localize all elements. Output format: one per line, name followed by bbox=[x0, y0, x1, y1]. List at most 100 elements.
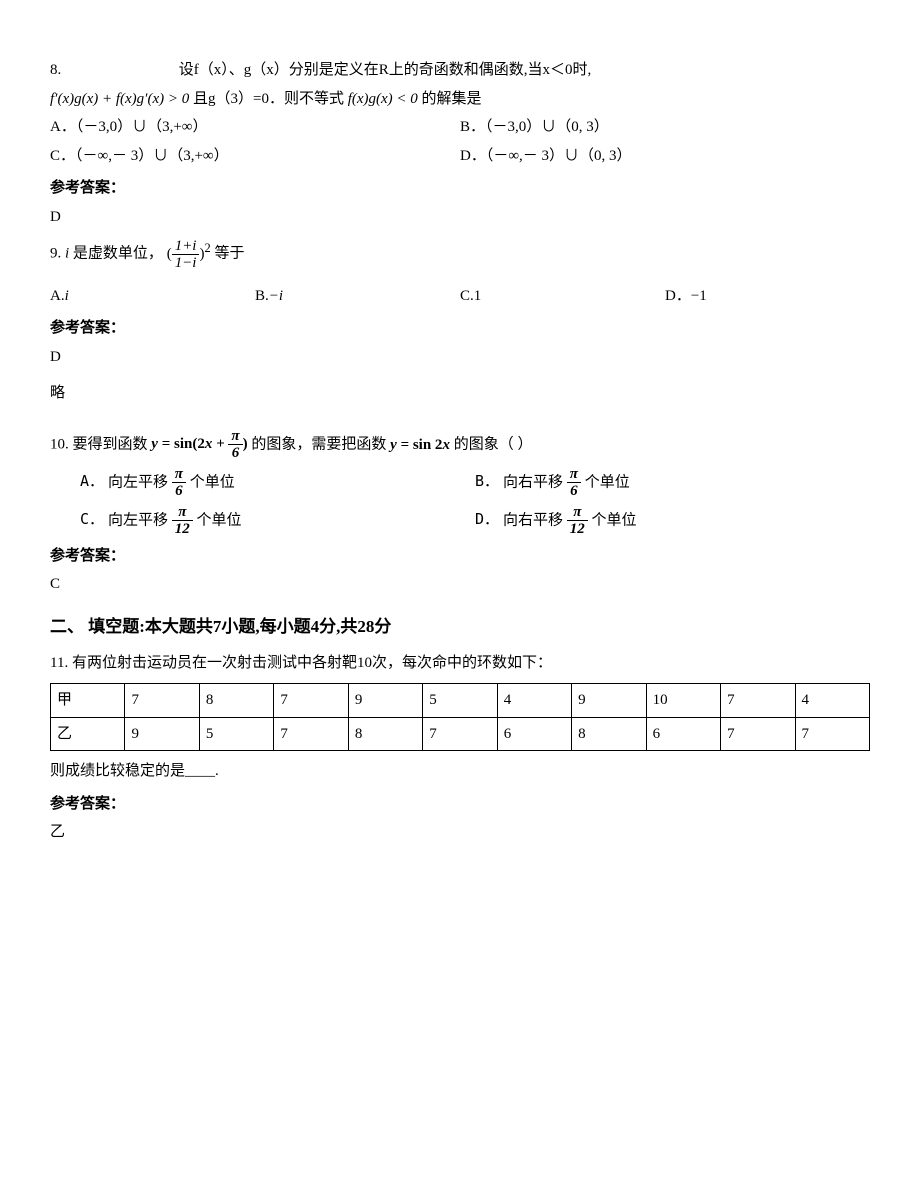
six: 6 bbox=[567, 483, 581, 500]
cell: 8 bbox=[348, 717, 422, 751]
pi: π bbox=[172, 504, 193, 522]
q11: 11. 有两位射击运动员在一次射击测试中各射靶10次，每次命中的环数如下： 甲 … bbox=[50, 649, 870, 847]
cell: 7 bbox=[274, 717, 348, 751]
q8-cond-a: f′(x)g(x) + f(x)g′(x) > 0 bbox=[50, 91, 189, 107]
q8-tail: 的解集是 bbox=[422, 91, 482, 107]
c-t2: 个单位 bbox=[193, 512, 242, 528]
six: 6 bbox=[172, 483, 186, 500]
q8-opt-d: D．（－∞,－ 3）∪（0, 3） bbox=[460, 142, 870, 171]
q8-ans-h: 参考答案： bbox=[50, 174, 870, 203]
eq2-x: x bbox=[442, 436, 450, 452]
cell: 9 bbox=[348, 684, 422, 718]
q11-num: 11. bbox=[50, 655, 68, 671]
q8: 8. 设f（x）、g（x）分别是定义在R上的奇函数和偶函数,当x＜0时, f′(… bbox=[50, 56, 870, 231]
eq2-sin: sin 2 bbox=[413, 436, 443, 452]
twelve: 12 bbox=[567, 521, 588, 538]
q8-opt-a: A．（－3,0）∪（3,+∞） bbox=[50, 113, 460, 142]
q11-table: 甲 7 8 7 9 5 4 9 10 7 4 乙 9 5 7 8 7 6 8 6… bbox=[50, 683, 870, 751]
twelve: 12 bbox=[172, 521, 193, 538]
pi: π bbox=[567, 466, 581, 484]
d-l: D． bbox=[475, 510, 499, 528]
cell: 4 bbox=[795, 684, 869, 718]
d-t1: 向右平移 bbox=[503, 512, 567, 528]
q9-tail: 等于 bbox=[214, 246, 244, 262]
q9-sup: 2 bbox=[204, 241, 210, 255]
q9-b-v: −i bbox=[269, 288, 283, 304]
section-2-header: 二、 填空题:本大题共7小题,每小题4分,共28分 bbox=[50, 611, 870, 643]
q10-ans: C bbox=[50, 570, 870, 599]
cell: 乙 bbox=[51, 717, 125, 751]
q8-opt-c: C．（－∞,－ 3）∪（3,+∞） bbox=[50, 142, 460, 171]
q9-pre: 是虚数单位， bbox=[73, 246, 163, 262]
q10-eq2: y = sin 2x bbox=[390, 436, 454, 452]
cell: 7 bbox=[274, 684, 348, 718]
q10-eq1: y = sin(2x + π6) bbox=[151, 436, 251, 452]
cell: 甲 bbox=[51, 684, 125, 718]
q9-a-l: A. bbox=[50, 288, 65, 304]
q11-ans-h: 参考答案： bbox=[50, 790, 870, 819]
q9-brief: 略 bbox=[50, 379, 870, 408]
q10-tail: 的图象（ ） bbox=[454, 436, 533, 452]
cell: 5 bbox=[199, 717, 273, 751]
b-t1: 向右平移 bbox=[503, 474, 567, 490]
pi: π bbox=[228, 428, 242, 446]
q8-options: A．（－3,0）∪（3,+∞） B．（－3,0）∪（0, 3） C．（－∞,－ … bbox=[50, 113, 870, 170]
pi-over-12-d: π12 bbox=[567, 504, 588, 538]
cell: 10 bbox=[646, 684, 720, 718]
cell: 6 bbox=[646, 717, 720, 751]
q9-opt-b: B.−i bbox=[255, 282, 460, 311]
cell: 7 bbox=[423, 717, 497, 751]
table-row-yi: 乙 9 5 7 8 7 6 8 6 7 7 bbox=[51, 717, 870, 751]
q10-pre: 要得到函数 bbox=[73, 436, 152, 452]
cell: 7 bbox=[721, 684, 795, 718]
b-t2: 个单位 bbox=[581, 474, 630, 490]
q10-opts-ab: A．向左平移 π6 个单位 B．向右平移 π6 个单位 bbox=[80, 466, 870, 500]
cell: 4 bbox=[497, 684, 571, 718]
q10-opt-b: B．向右平移 π6 个单位 bbox=[475, 466, 870, 500]
q9-b-l: B. bbox=[255, 288, 269, 304]
q11-after: 则成绩比较稳定的是____. bbox=[50, 757, 870, 786]
a-t2: 个单位 bbox=[186, 474, 235, 490]
q8-num: 8. bbox=[50, 62, 61, 78]
a-t1: 向左平移 bbox=[108, 474, 172, 490]
q11-ans: 乙 bbox=[50, 818, 870, 847]
table-row-jia: 甲 7 8 7 9 5 4 9 10 7 4 bbox=[51, 684, 870, 718]
pi-over-12-c: π12 bbox=[172, 504, 193, 538]
cell: 7 bbox=[721, 717, 795, 751]
q9-frac: 1+i1−i bbox=[172, 238, 200, 272]
cell: 7 bbox=[795, 717, 869, 751]
pi: π bbox=[172, 466, 186, 484]
cell: 6 bbox=[497, 717, 571, 751]
d-t2: 个单位 bbox=[588, 512, 637, 528]
eq-sin: sin(2 bbox=[174, 436, 205, 452]
q9-ans: D bbox=[50, 343, 870, 372]
pi-over-6: π6 bbox=[228, 428, 242, 462]
cell: 8 bbox=[572, 717, 646, 751]
q9-options: A.i B.−i C.1 D．−1 bbox=[50, 282, 870, 311]
q10-mid: 的图象，需要把函数 bbox=[251, 436, 390, 452]
pi-over-6-a: π6 bbox=[172, 466, 186, 500]
q8-cond-b: f(x)g(x) < 0 bbox=[348, 91, 418, 107]
q9-a-v: i bbox=[65, 288, 69, 304]
q8-opt-b: B．（－3,0）∪（0, 3） bbox=[460, 113, 870, 142]
a-l: A． bbox=[80, 472, 104, 490]
q9: 9. i 是虚数单位， (1+i1−i)2 等于 A.i B.−i C.1 D．… bbox=[50, 237, 870, 408]
q9-frac-n: 1+i bbox=[172, 238, 200, 256]
q9-opt-c: C.1 bbox=[460, 282, 665, 311]
q10-opt-d: D．向右平移 π12 个单位 bbox=[475, 504, 870, 538]
q10-opts-cd: C．向左平移 π12 个单位 D．向右平移 π12 个单位 bbox=[80, 504, 870, 538]
eq-y: y = bbox=[151, 436, 174, 452]
c-t1: 向左平移 bbox=[108, 512, 172, 528]
q10-opt-c: C．向左平移 π12 个单位 bbox=[80, 504, 475, 538]
q10-num: 10. bbox=[50, 436, 69, 452]
pi: π bbox=[567, 504, 588, 522]
cell: 8 bbox=[199, 684, 273, 718]
cell: 7 bbox=[125, 684, 199, 718]
q9-opt-d: D．−1 bbox=[665, 282, 870, 311]
q8-mid: 且g（3）=0．则不等式 bbox=[193, 91, 344, 107]
c-l: C． bbox=[80, 510, 104, 528]
q9-expr: (1+i1−i)2 bbox=[167, 246, 215, 262]
q11-text: 有两位射击运动员在一次射击测试中各射靶10次，每次命中的环数如下： bbox=[72, 655, 552, 671]
q10-opt-a: A．向左平移 π6 个单位 bbox=[80, 466, 475, 500]
q9-ans-h: 参考答案： bbox=[50, 314, 870, 343]
